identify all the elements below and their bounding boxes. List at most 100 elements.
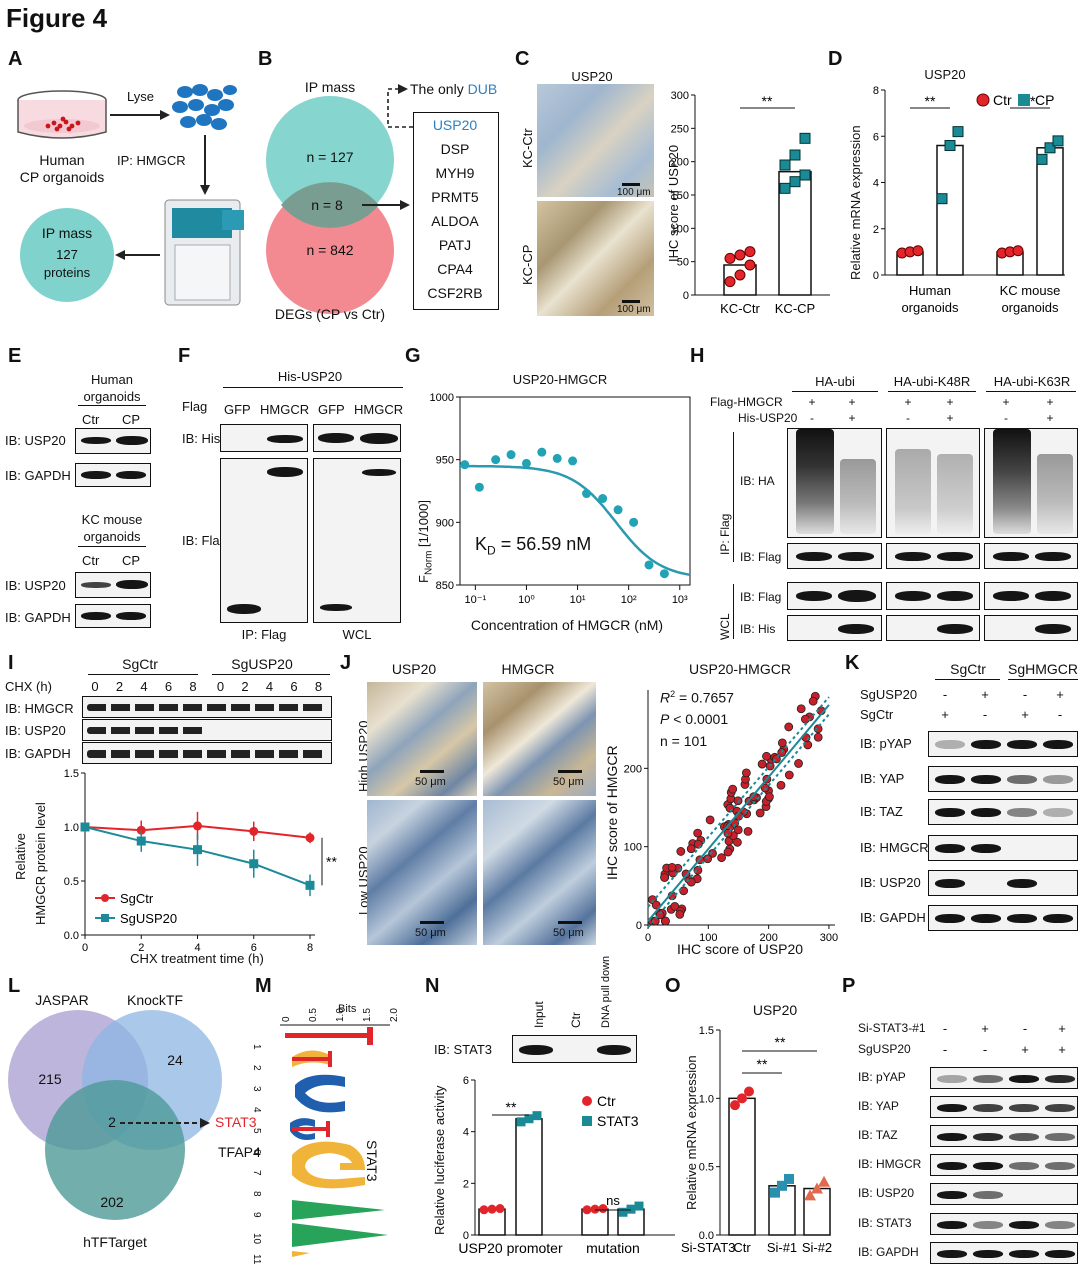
position-8: 8	[251, 1191, 262, 1197]
band	[1009, 1250, 1039, 1258]
sig: **	[506, 1099, 517, 1115]
band	[937, 1221, 967, 1229]
point	[734, 249, 746, 261]
time-label: 4	[265, 679, 274, 694]
data-point	[661, 916, 670, 926]
band	[1045, 1162, 1075, 1170]
panel-b-top: IP mass	[304, 79, 356, 95]
data-point	[676, 847, 686, 856]
panel-g-ylabel: FNorm [1/1000]	[416, 499, 435, 583]
panel-k-g2: SgHMGCR	[1007, 661, 1079, 677]
panel-j-ylabel: IHC score of HMGCR	[604, 745, 620, 880]
panel-a-lyse: Lyse	[127, 89, 154, 104]
band	[937, 1133, 967, 1141]
x-tick-label: KC-Ctr	[720, 301, 760, 316]
x-tick-label: Si-#1	[767, 1240, 797, 1255]
sign-sgusp20: +	[1056, 687, 1064, 702]
panel-e-ib4: IB: GAPDH	[5, 610, 71, 625]
data-point	[741, 768, 751, 778]
point	[626, 1204, 636, 1214]
sig: **	[775, 1034, 786, 1050]
band	[973, 1133, 1003, 1141]
sign-his: -	[1004, 411, 1008, 425]
panel-a-dish-label-1: Human	[39, 152, 85, 168]
band	[937, 1075, 967, 1083]
scale-bar	[558, 921, 582, 924]
point	[744, 1086, 754, 1097]
data-point	[660, 873, 669, 882]
panel-f-col4: HMGCR	[354, 402, 404, 417]
sign-his: -	[906, 411, 910, 425]
p-blot-2	[930, 1125, 1078, 1147]
panel-l-s3: hTFTarget	[83, 1234, 147, 1250]
point	[249, 859, 259, 869]
panel-e-blot-usp20-h	[75, 428, 151, 454]
y-tick-label: 0.0	[699, 1230, 714, 1242]
data-point	[776, 780, 786, 790]
point	[737, 1093, 747, 1104]
point	[249, 826, 259, 836]
panel-j-r2: R2 = 0.7657	[660, 689, 734, 706]
point	[1052, 135, 1064, 147]
p-ib-hmgcr: IB: HMGCR	[858, 1157, 922, 1171]
position-1: 1	[251, 1044, 262, 1050]
panel-h-blot-ha-1	[787, 428, 882, 538]
point	[598, 1204, 608, 1214]
ci-upper	[647, 696, 830, 908]
sign-sgusp20: +	[1021, 1042, 1029, 1057]
panel-k-g1: SgCtr	[950, 661, 986, 677]
point	[811, 1182, 823, 1194]
k-blot-1	[928, 766, 1078, 792]
legend-marker	[976, 93, 990, 107]
data-point	[762, 751, 771, 761]
panel-i-g2: SgUSP20	[231, 656, 293, 672]
x-tick-label: 8	[307, 942, 313, 954]
data-point	[650, 916, 660, 926]
x-tick-label: 10¹	[570, 594, 586, 606]
data-point	[521, 458, 531, 468]
point	[789, 176, 801, 188]
panel-label-e: E	[8, 345, 22, 367]
gene-myh9: MYH9	[435, 165, 475, 181]
panel-label-d: D	[828, 48, 843, 70]
y-tick-label: 200	[671, 157, 689, 169]
gene-dsp: DSP	[440, 141, 470, 157]
panel-h-ib3: IB: Flag	[740, 590, 782, 604]
sig: **	[762, 93, 773, 109]
bar	[728, 1097, 756, 1236]
p-blot-1	[930, 1096, 1078, 1118]
band	[1045, 1133, 1075, 1141]
group-line	[78, 546, 146, 547]
point	[818, 1175, 830, 1187]
panel-h-blot-his-3	[984, 615, 1078, 641]
data-point	[693, 865, 703, 875]
point	[582, 1205, 592, 1215]
p-ib-gapdh: IB: GAPDH	[858, 1245, 919, 1259]
bar	[515, 1118, 543, 1236]
panel-j-c2: HMGCR	[501, 661, 555, 677]
data-point	[679, 886, 689, 896]
band	[1007, 808, 1037, 817]
y-tick-label: 1000	[430, 392, 454, 404]
panel-f-blot-his-wcl	[313, 424, 401, 452]
y-tick-label: 50	[677, 257, 689, 269]
legend-label: Ctr	[597, 1093, 616, 1109]
band	[973, 1191, 1003, 1199]
p-blot-0	[930, 1067, 1078, 1089]
panel-i-blot-gapdh	[82, 742, 332, 764]
panel-c-row2: KC-CP	[520, 244, 535, 285]
y-tick-label: 6	[873, 131, 879, 143]
point	[634, 1201, 644, 1211]
panel-b-n2: n = 8	[311, 197, 343, 213]
panel-j-ihc-4	[483, 800, 596, 945]
panel-i-xlabel: CHX treatment time (h)	[130, 951, 264, 966]
sign-flag: +	[1046, 395, 1054, 409]
point	[744, 246, 756, 258]
group-line	[88, 674, 198, 675]
y-tick-label: 0	[636, 920, 642, 932]
data-point	[728, 784, 738, 794]
panel-b-n1: n = 127	[306, 149, 354, 165]
group-line	[78, 405, 146, 406]
sign-sgusp20: +	[1058, 1042, 1066, 1057]
panel-l-s2: KnockTF	[126, 992, 184, 1008]
